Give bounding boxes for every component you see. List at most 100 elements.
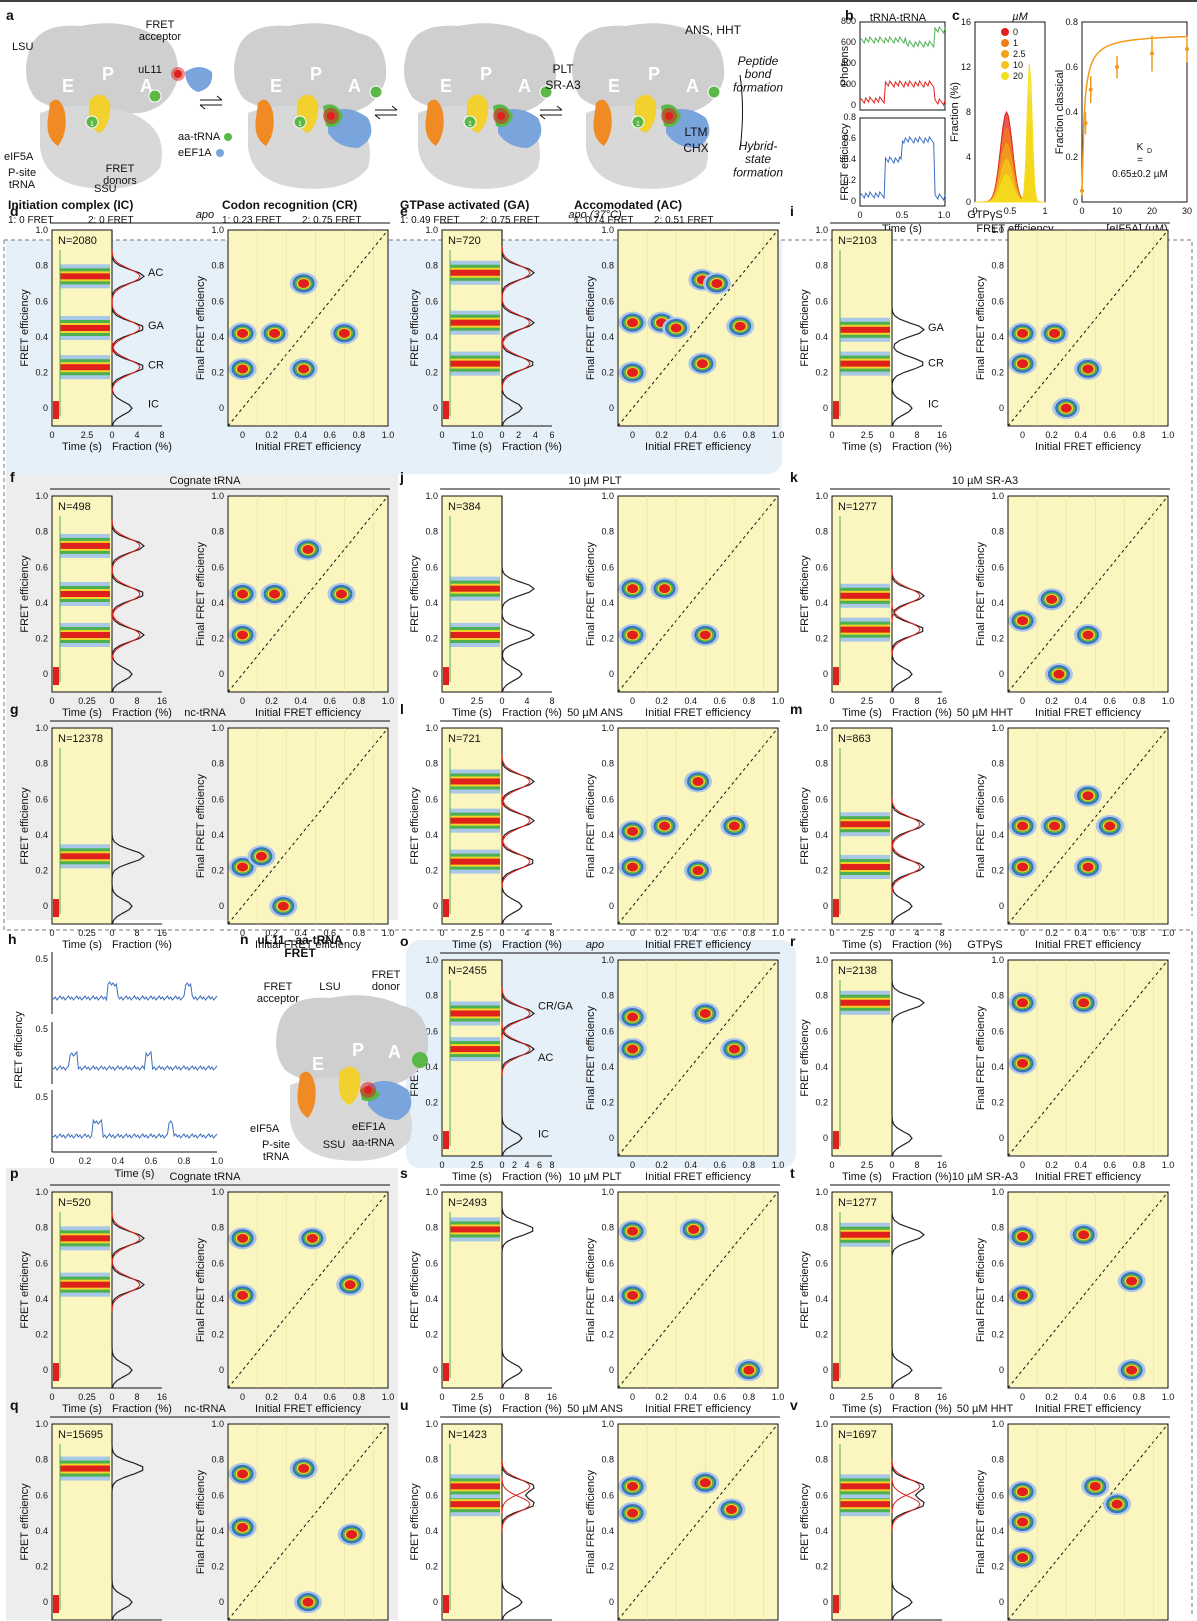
xlabel-fraction: Fraction (%) xyxy=(892,939,952,951)
eif5a-shape xyxy=(255,99,274,146)
xtick-fraction: 2 xyxy=(512,1160,517,1170)
xtick-time: 0 xyxy=(49,928,54,938)
panel-letter-p: p xyxy=(10,1165,19,1181)
state-label: CR xyxy=(148,359,164,371)
diagonal xyxy=(1007,495,1169,693)
c-xtick-right: 0 xyxy=(1079,206,1084,216)
ytick: 0.2 xyxy=(815,1562,828,1572)
xlabel-fraction: Fraction (%) xyxy=(892,707,952,719)
tdp-ytick: 0.8 xyxy=(991,261,1004,271)
tdp-xtick: 0.2 xyxy=(655,928,668,938)
label-lsu: LSU xyxy=(12,41,33,53)
xtick-time: 2.5 xyxy=(471,928,484,938)
tdp-ytick: 1.0 xyxy=(601,723,614,733)
tdp-cluster-peak xyxy=(346,1529,358,1539)
tdp-cluster-peak xyxy=(1104,821,1116,831)
tdp-cluster-peak xyxy=(255,851,267,861)
legend-aatrna-dot xyxy=(224,133,232,141)
label-psite-trna: P-site tRNA xyxy=(8,167,36,191)
tdp-xtick: 0.2 xyxy=(265,1392,278,1402)
n-count: N=1697 xyxy=(838,1429,877,1441)
gaussian-fit xyxy=(501,986,531,1041)
xtick-fraction: 6 xyxy=(549,430,554,440)
tdp-ytick: 0.8 xyxy=(991,1455,1004,1465)
tdp-ytick: 1.0 xyxy=(211,225,224,235)
panel-letter-d: d xyxy=(10,203,19,219)
panel-title-j: 10 µM PLT xyxy=(568,475,621,487)
zero-band xyxy=(443,667,449,686)
n-count: N=520 xyxy=(58,1197,91,1209)
fraction-histogram xyxy=(501,1424,535,1621)
ytick: 0.2 xyxy=(425,1330,438,1340)
state-name-1: Codon recognition (CR) xyxy=(222,198,357,212)
fraction-histogram xyxy=(891,496,925,693)
tdp-ylabel: Final FRET efficiency xyxy=(975,1237,987,1342)
ytick: 0.4 xyxy=(425,1294,438,1304)
xtick-time: 2.5 xyxy=(861,1392,874,1402)
fraction-histogram xyxy=(891,1192,925,1389)
ytick: 0.4 xyxy=(35,1526,48,1536)
ytick: 0.6 xyxy=(425,296,438,306)
b-ytick-top: 200 xyxy=(841,79,856,89)
c-kd: K xyxy=(1137,142,1144,153)
tdp-ytick: 0.2 xyxy=(211,634,224,644)
n-count: N=12378 xyxy=(58,733,103,745)
tdp-xtick: 1.0 xyxy=(1162,1160,1175,1170)
tdp-ytick: 0 xyxy=(219,1365,224,1375)
ytick: 0.8 xyxy=(425,1223,438,1233)
tdp-xtick: 0 xyxy=(630,1160,635,1170)
tdp-ytick: 0.2 xyxy=(601,866,614,876)
c-point xyxy=(1150,51,1154,56)
tdp-xtick: 0.6 xyxy=(1104,430,1117,440)
diagonal xyxy=(617,1191,779,1389)
state-label: IC xyxy=(928,399,939,411)
tdp-cluster-peak xyxy=(627,1290,639,1300)
ytick: 1.0 xyxy=(815,1419,828,1429)
ytick: 0.6 xyxy=(425,1026,438,1036)
fraction-histogram xyxy=(501,728,535,925)
diagonal xyxy=(617,1423,779,1621)
panel-title-p: Cognate tRNA xyxy=(170,1171,242,1183)
tdp-cluster-peak xyxy=(237,1469,249,1479)
n-count: N=863 xyxy=(838,733,871,745)
tdp-cluster-peak xyxy=(1017,998,1029,1008)
tdp-ylabel: Final FRET efficiency xyxy=(585,1469,597,1574)
tdp-ytick: 0.4 xyxy=(991,1526,1004,1536)
gaussian-fit xyxy=(891,569,921,623)
tdp-cluster-peak xyxy=(1017,328,1029,338)
xtick-fraction: 8 xyxy=(549,928,554,938)
panel-k: k 10 µM SR-A3 0 0.2 0.4 0.6 0.8 1.0 FRET efficie… xyxy=(790,469,1174,719)
gaussian-fit xyxy=(501,295,531,350)
band-peak xyxy=(450,817,500,824)
ytick: 1.0 xyxy=(815,955,828,965)
tdp-cluster-peak xyxy=(237,364,249,374)
h-trace-1 xyxy=(51,1050,218,1071)
panel-v: v 50 µM HHT 0 0.2 0.4 0.6 0.8 1.0 FRET efficienc… xyxy=(790,1397,1170,1621)
ytick: 0.2 xyxy=(35,368,48,378)
c-xtick-right: 10 xyxy=(1112,206,1122,216)
panel-d: d apo 0 0.2 0.4 0.6 0.8 1.0 FRET efficiency N=208… xyxy=(10,203,394,453)
tdp-ytick: 0.4 xyxy=(991,1062,1004,1072)
tdp-xtick: 1.0 xyxy=(1162,430,1175,440)
panel-title-s: 10 µM PLT xyxy=(568,1171,621,1183)
band-peak xyxy=(450,319,500,326)
tdp-cluster-peak xyxy=(237,328,249,338)
tdp-ytick: 0.6 xyxy=(991,562,1004,572)
c-ytick-left: 4 xyxy=(966,152,971,162)
state-name-0: Initiation complex (IC) xyxy=(8,198,133,212)
ytick: 0.4 xyxy=(815,1526,828,1536)
tdp-ytick: 0 xyxy=(999,901,1004,911)
ylabel-fret: FRET efficiency xyxy=(19,1251,31,1329)
n-count: N=2455 xyxy=(448,965,487,977)
xtick-fraction: 0 xyxy=(499,430,504,440)
band-peak xyxy=(450,631,500,638)
c-xtick-left: 0.5 xyxy=(1004,206,1017,216)
tdp-ytick: 0.4 xyxy=(991,1294,1004,1304)
tdp-ylabel: Final FRET efficiency xyxy=(585,541,597,646)
c-legend-label: 0 xyxy=(1013,27,1018,37)
site-e: E xyxy=(608,76,620,96)
n-label-eef1a: eEF1A xyxy=(352,1121,386,1133)
tdp-xtick: 0 xyxy=(630,1392,635,1402)
zero-band xyxy=(443,1595,449,1614)
tdp-xtick: 0.8 xyxy=(1133,1160,1146,1170)
